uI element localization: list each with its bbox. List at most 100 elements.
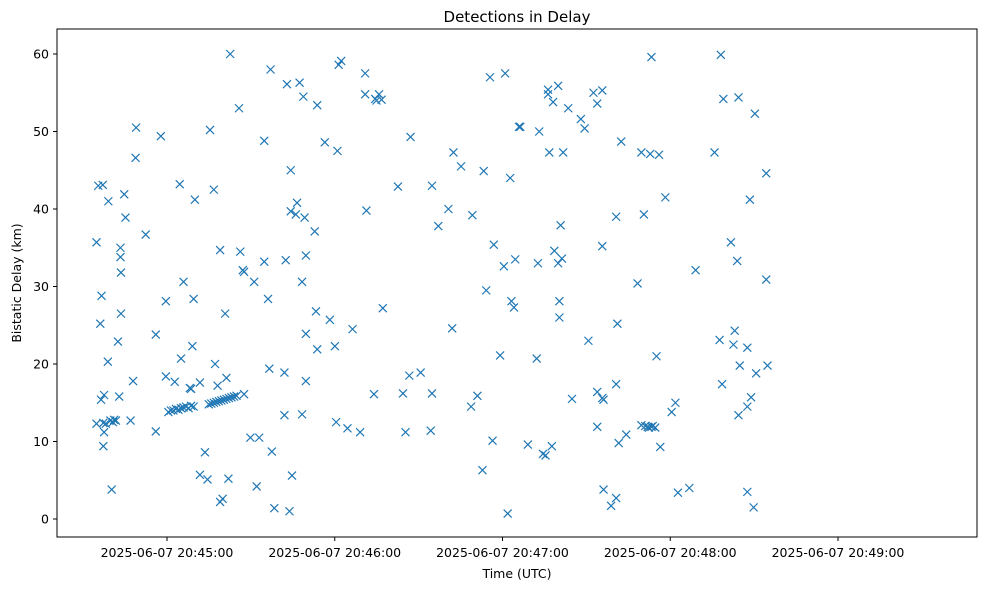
data-point — [556, 220, 566, 230]
data-point — [239, 389, 249, 399]
point-stroke — [745, 195, 755, 205]
data-point — [589, 88, 598, 98]
point-stroke — [729, 340, 738, 350]
data-point — [761, 168, 771, 178]
point-stroke — [113, 337, 123, 346]
point-stroke — [732, 256, 742, 266]
point-stroke — [170, 377, 180, 387]
point-stroke — [218, 494, 228, 504]
point-stroke — [176, 403, 186, 413]
point-stroke — [426, 426, 436, 436]
point-stroke — [647, 52, 656, 62]
data-point — [377, 95, 386, 105]
point-stroke — [92, 237, 101, 247]
point-stroke — [614, 438, 624, 448]
point-stroke — [449, 148, 458, 157]
data-point — [710, 148, 719, 157]
point-stroke — [553, 258, 563, 268]
data-point — [126, 416, 135, 425]
point-stroke — [209, 398, 219, 408]
data-point — [220, 309, 230, 319]
data-point — [219, 395, 229, 405]
point-stroke — [505, 173, 515, 183]
point-stroke — [554, 313, 564, 322]
point-stroke — [377, 95, 386, 105]
point-stroke — [320, 137, 330, 147]
point-stroke — [330, 341, 340, 351]
point-stroke — [151, 330, 161, 339]
point-stroke — [334, 60, 344, 70]
data-point — [239, 267, 249, 277]
data-point — [174, 405, 183, 415]
point-stroke — [597, 241, 607, 251]
y-tick-label: 50 — [33, 124, 49, 139]
data-point — [97, 291, 106, 301]
point-stroke — [734, 92, 743, 102]
data-point — [280, 368, 289, 377]
data-point — [254, 433, 264, 443]
data-point — [186, 401, 196, 411]
data-point — [717, 379, 727, 389]
data-point — [286, 165, 296, 175]
point-stroke — [220, 309, 230, 319]
x-axis-ticks: 2025-06-07 20:45:00 2025-06-07 20:46:00 20… — [101, 537, 904, 560]
data-point — [495, 351, 505, 360]
data-point — [227, 392, 236, 402]
point-stroke — [378, 303, 388, 313]
point-stroke — [557, 254, 567, 264]
data-point — [221, 394, 231, 404]
data-point — [234, 103, 244, 113]
point-stroke — [611, 379, 621, 389]
data-point — [156, 131, 166, 141]
point-stroke — [312, 344, 322, 354]
point-stroke — [654, 150, 664, 160]
data-point — [554, 313, 564, 322]
data-point — [449, 148, 458, 157]
point-stroke — [98, 418, 108, 428]
point-stroke — [92, 419, 101, 429]
point-stroke — [332, 146, 342, 156]
data-point — [541, 451, 550, 460]
data-point — [544, 148, 554, 157]
data-point — [485, 72, 495, 82]
data-point — [726, 237, 736, 247]
data-point — [166, 406, 176, 415]
data-point — [489, 240, 499, 250]
point-stroke — [298, 92, 308, 102]
data-point — [292, 198, 302, 208]
data-point — [235, 247, 245, 257]
point-stroke — [761, 275, 771, 284]
data-point — [312, 100, 322, 110]
data-point — [213, 381, 223, 391]
data-point — [334, 60, 344, 70]
data-point — [103, 357, 113, 367]
data-point — [151, 330, 161, 339]
point-stroke — [259, 257, 269, 267]
data-point — [652, 351, 661, 361]
data-point — [214, 396, 224, 406]
point-stroke — [652, 351, 661, 361]
data-point — [406, 132, 415, 142]
data-point — [749, 502, 759, 512]
point-stroke — [532, 354, 542, 363]
point-stroke — [266, 65, 275, 74]
data-point — [636, 148, 646, 157]
data-point — [107, 485, 117, 494]
data-point — [576, 114, 586, 124]
data-point — [447, 323, 457, 333]
y-axis-label: Bistatic Delay (km) — [9, 223, 24, 342]
data-point — [311, 306, 321, 316]
point-stroke — [393, 182, 403, 191]
data-point — [606, 501, 616, 511]
data-point — [639, 210, 649, 219]
y-tick-label: 60 — [33, 47, 49, 62]
data-point — [547, 441, 557, 451]
point-stroke — [215, 245, 225, 255]
point-stroke — [280, 410, 289, 420]
point-stroke — [684, 483, 694, 493]
point-stroke — [216, 396, 226, 405]
point-stroke — [119, 189, 129, 199]
data-point — [433, 221, 443, 231]
point-stroke — [185, 383, 195, 393]
point-stroke — [416, 368, 426, 377]
